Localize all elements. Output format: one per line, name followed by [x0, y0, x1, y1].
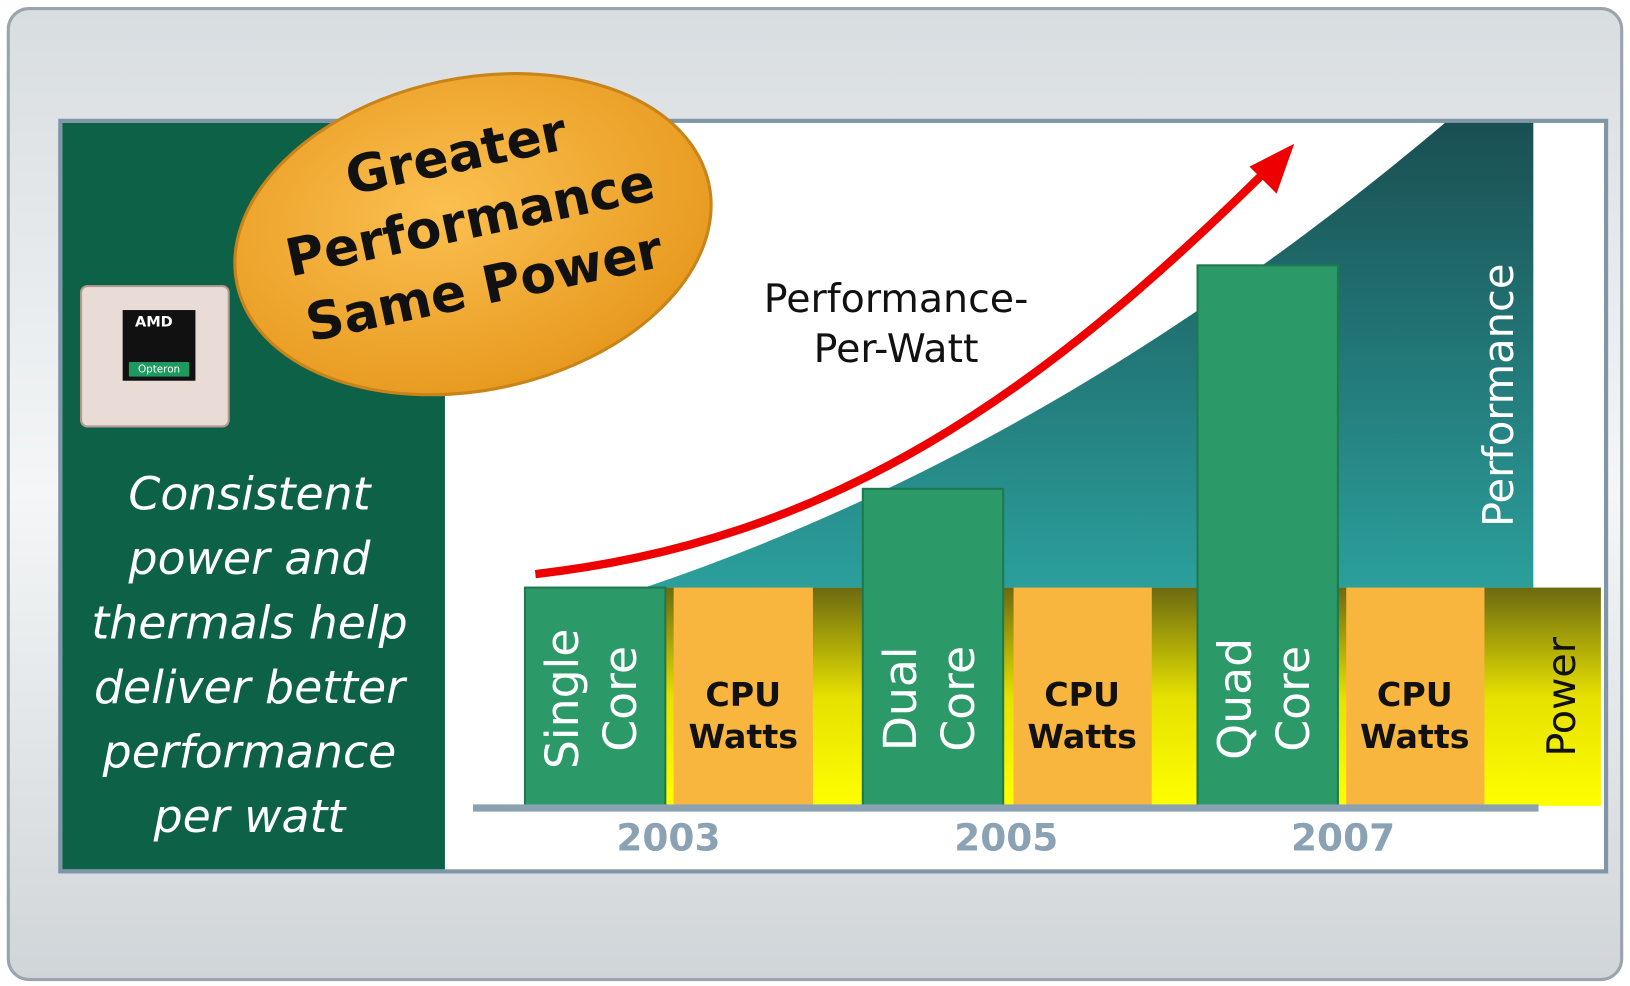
year-label: 2003: [616, 816, 720, 860]
core-label: Core: [1267, 646, 1320, 752]
bars: [523, 264, 1485, 807]
watts-label: Watts: [1360, 717, 1470, 756]
watts-bar: [1346, 587, 1485, 806]
core-bar: [1196, 264, 1339, 807]
sidebar-line: deliver better: [94, 661, 408, 714]
year-label: 2005: [954, 816, 1058, 860]
watts-bar: [673, 587, 813, 806]
sidebar-line: thermals help: [91, 597, 407, 650]
logo: AMD Opteron: [80, 285, 230, 428]
sidebar-line: power and: [128, 532, 372, 585]
trend-label: Performance-: [764, 276, 1029, 322]
core-label: Single: [536, 629, 589, 770]
core-label: Dual: [874, 646, 927, 751]
sidebar-line: performance: [102, 725, 397, 778]
badge-shape: [233, 72, 713, 397]
performance-label: Performance: [1474, 264, 1523, 527]
core-label: Core: [932, 646, 985, 752]
logo-strip: [128, 362, 190, 377]
power-label: Power: [1539, 636, 1585, 756]
watts-label: Watts: [689, 717, 799, 756]
sidebar-line: per watt: [153, 790, 348, 843]
badge: Greater Performance Same Power: [233, 72, 713, 397]
trend-label: Per-Watt: [814, 326, 979, 372]
watts-label: Watts: [1027, 717, 1137, 756]
year-label: 2007: [1291, 816, 1395, 860]
logo-brand: AMD: [135, 314, 173, 331]
watts-bar: [1013, 587, 1152, 806]
watts-label: CPU: [1044, 675, 1120, 714]
watts-label: CPU: [1377, 675, 1453, 714]
core-label: Core: [594, 646, 647, 752]
sidebar-line: Consistent: [128, 468, 372, 521]
arrow-head: [1249, 143, 1295, 194]
logo-sub: Opteron: [138, 363, 180, 375]
sidebar-text: Consistent power and thermals help deliv…: [91, 468, 408, 843]
core-bar: [523, 586, 667, 807]
trend-arrow: [534, 165, 1272, 579]
watts-label: CPU: [705, 675, 781, 714]
core-bar: [861, 487, 1005, 807]
core-label: Quad: [1209, 638, 1262, 760]
